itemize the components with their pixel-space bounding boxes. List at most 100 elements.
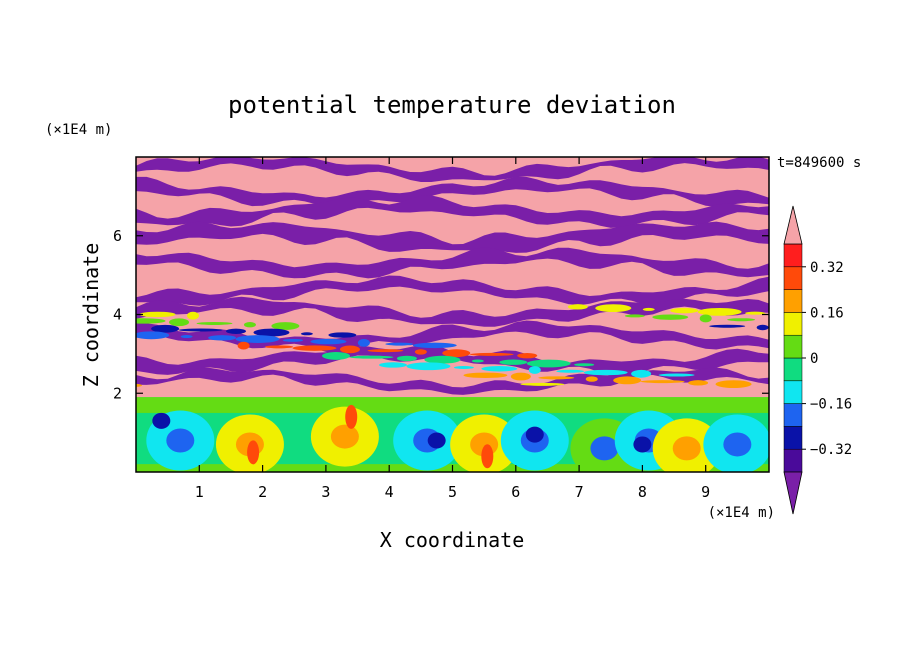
field-eddy	[180, 335, 193, 339]
boundary-core	[590, 436, 619, 461]
field-eddy	[697, 308, 742, 316]
field-eddy	[613, 376, 642, 385]
field-band	[136, 247, 769, 279]
y-axis-label: Z coordinate	[79, 243, 103, 388]
colorbar-segment	[783, 312, 803, 336]
field-eddy	[528, 366, 541, 374]
colorbar-extend-bottom	[783, 471, 803, 515]
field-eddy	[499, 359, 528, 365]
colorbar-extend-top	[783, 205, 803, 245]
field-eddy	[463, 372, 508, 378]
field-eddy	[624, 314, 645, 318]
field-eddy	[178, 328, 223, 332]
colorbar-tick-label: 0	[810, 351, 818, 367]
field-eddy	[574, 363, 595, 367]
boundary-top	[136, 397, 769, 413]
contour-field	[136, 157, 769, 472]
field-eddy	[196, 321, 233, 325]
boundary-core	[330, 424, 359, 449]
field-eddy	[136, 383, 142, 387]
colorbar-segment	[783, 403, 803, 427]
x-axis-label: X coordinate	[380, 528, 525, 552]
field-eddy	[715, 380, 752, 389]
boundary-core	[166, 428, 195, 453]
x-tick-label: 9	[701, 483, 710, 501]
field-eddy	[526, 359, 571, 368]
field-eddy	[243, 322, 256, 328]
x-unit-label: (×1E4 m)	[708, 505, 775, 521]
colorbar-tick-label: −0.32	[810, 442, 852, 458]
field-eddy	[406, 362, 451, 371]
field-eddy	[567, 304, 588, 310]
field-eddy	[670, 307, 699, 314]
field-eddy	[481, 366, 518, 372]
field-eddy	[186, 311, 199, 320]
field-eddy	[510, 372, 531, 381]
x-axis-ticks: 1 2 3 4 5 6 7 8 9	[195, 157, 710, 501]
boundary-core	[672, 436, 701, 461]
field-eddy	[517, 352, 538, 359]
field-eddy	[349, 355, 394, 359]
boundary-core	[481, 444, 494, 469]
x-tick-label: 2	[258, 483, 267, 501]
field-eddy	[414, 349, 427, 355]
colorbar-segment	[783, 426, 803, 450]
field-band	[136, 320, 769, 353]
x-tick-label: 5	[448, 483, 457, 501]
y-tick-label: 6	[113, 227, 122, 245]
field-eddy	[136, 318, 166, 324]
field-band	[136, 367, 769, 395]
field-eddy	[226, 328, 247, 334]
field-eddy	[538, 376, 575, 380]
field-eddy	[169, 318, 190, 327]
field-eddy	[631, 369, 652, 378]
field-eddy	[520, 382, 565, 386]
boundary-core	[723, 432, 752, 457]
field-eddy	[282, 338, 303, 342]
field-eddy	[745, 311, 766, 315]
field-eddy	[328, 332, 357, 338]
field-band	[136, 275, 769, 307]
field-eddy	[357, 338, 370, 347]
field-eddy	[253, 328, 290, 337]
boundary-core	[633, 436, 652, 453]
colorbar-segment	[783, 289, 803, 313]
x-tick-label: 4	[385, 483, 394, 501]
field-eddy	[658, 373, 695, 377]
field-eddy	[292, 345, 337, 351]
x-tick-label: 6	[511, 483, 520, 501]
field-eddy	[378, 362, 407, 368]
field-eddy	[139, 311, 176, 318]
field-eddy	[424, 355, 461, 364]
colorbar-segment	[783, 448, 803, 473]
colorbar-segment	[783, 334, 803, 359]
y-tick-label: 4	[113, 306, 122, 324]
field-eddy	[136, 331, 170, 340]
colorbar-segment	[783, 380, 803, 404]
field-eddy	[756, 324, 769, 331]
colorbar: 0.32 0.16 0 −0.16 −0.32	[783, 205, 852, 515]
colorbar-segment	[783, 243, 803, 268]
time-label: t=849600 s	[777, 155, 861, 171]
boundary-core	[345, 404, 358, 429]
field-eddy	[265, 345, 294, 349]
field-eddy	[699, 314, 712, 323]
field-eddy	[300, 332, 313, 336]
field-band	[136, 176, 769, 208]
chart-title: potential temperature deviation	[228, 91, 676, 119]
field-eddy	[237, 341, 250, 350]
field-eddy	[585, 376, 598, 382]
colorbar-tick-label: −0.16	[810, 397, 852, 413]
boundary-core	[152, 412, 171, 429]
field-band	[136, 221, 769, 253]
field-eddy	[471, 359, 484, 363]
field-eddy	[322, 352, 351, 360]
field-eddy	[709, 324, 746, 328]
boundary-core	[247, 440, 260, 465]
field-eddy	[412, 342, 457, 349]
x-tick-label: 7	[575, 483, 584, 501]
field-band	[136, 195, 769, 228]
field-eddy	[208, 335, 237, 341]
